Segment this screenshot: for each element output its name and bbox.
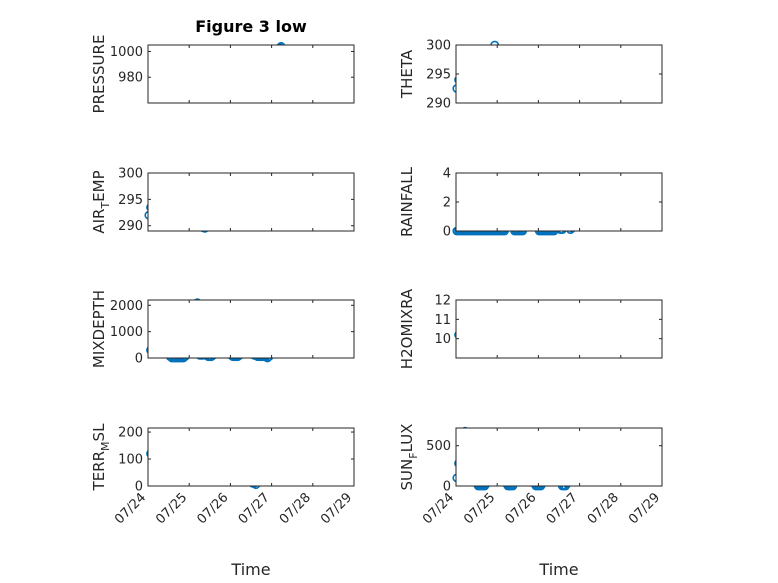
y-axis-label-main: H2OMIXRA xyxy=(398,288,416,369)
y-axis-label-main: RAINFALL xyxy=(398,166,416,237)
subplot-rainfall: 0 2 4 RAINFALL xyxy=(398,166,663,240)
x-tick-label: 07/24 xyxy=(420,490,457,527)
y-tick-label: 200 xyxy=(118,426,143,441)
y-tick-label: 0 xyxy=(135,480,143,495)
y-axis-label-main: AIR xyxy=(90,209,108,234)
y-axis-label: H2OMIXRA xyxy=(398,288,416,369)
y-axis-label-subscript: M xyxy=(99,441,112,451)
y-tick-label: 2 xyxy=(443,196,451,211)
y-tick-label: 300 xyxy=(118,167,143,182)
axes-frame xyxy=(455,427,663,487)
y-tick-label: 11 xyxy=(434,313,451,328)
subplot-air: 290 295 300 AIRTEMP xyxy=(90,167,355,234)
x-tick-label: 07/27 xyxy=(544,490,581,527)
x-tick-label: 07/25 xyxy=(461,490,498,527)
y-tick-label: 10 xyxy=(434,332,451,347)
subplot-theta: 290 295 300 THETA xyxy=(398,39,663,112)
subplot-h2omixra: 10 11 12 H2OMIXRA xyxy=(398,288,663,369)
subplot-sun: 0 500 07/24 07/25 07/26 07/27 07/28 07/29 SUNFLU… xyxy=(398,424,663,579)
y-axis-label-rest: EMP xyxy=(90,170,108,201)
y-tick-label: 12 xyxy=(434,294,451,309)
x-axis-label: Time xyxy=(230,560,270,579)
y-axis-label-rest: LUX xyxy=(398,424,416,453)
axes-frame xyxy=(147,44,355,104)
y-axis-label-main: THETA xyxy=(398,49,416,99)
y-axis-label-subscript: T xyxy=(99,202,112,210)
y-tick-label: 4 xyxy=(443,167,451,182)
y-tick-label: 295 xyxy=(426,68,451,83)
y-axis-label-main: MIXDEPTH xyxy=(90,290,108,368)
subplot-terr: 0 100 200 07/24 07/25 07/26 07/27 07/28 07/29 TER… xyxy=(90,423,355,579)
y-axis-label-subscript: F xyxy=(407,452,420,458)
chart-title: Figure 3 low xyxy=(195,17,307,36)
y-axis-label: SUNFLUX xyxy=(398,424,420,491)
y-axis-label-main: SUN xyxy=(398,459,416,491)
y-axis-label-rest: SL xyxy=(90,423,108,442)
y-axis-label: THETA xyxy=(398,49,416,99)
y-tick-label: 295 xyxy=(118,193,143,208)
y-axis-label-main: PRESSURE xyxy=(90,35,108,114)
x-tick-label: 07/27 xyxy=(236,490,273,527)
x-tick-label: 07/29 xyxy=(626,490,663,527)
axes-frame xyxy=(455,172,663,232)
x-tick-label: 07/26 xyxy=(194,490,231,527)
y-tick-label: 0 xyxy=(443,480,451,495)
y-tick-label: 500 xyxy=(426,439,451,454)
y-axis-label: MIXDEPTH xyxy=(90,290,108,368)
y-tick-label: 1000 xyxy=(110,325,143,340)
y-tick-label: 1000 xyxy=(110,45,143,60)
y-axis-label: TERRMSL xyxy=(90,423,112,492)
y-axis-label: PRESSURE xyxy=(90,35,108,114)
x-tick-label: 07/26 xyxy=(502,490,539,527)
y-tick-label: 2000 xyxy=(110,299,143,314)
x-tick-label: 07/29 xyxy=(318,490,355,527)
axes-frame xyxy=(147,172,355,232)
y-tick-label: 300 xyxy=(426,39,451,54)
axes-frame xyxy=(455,299,663,359)
y-tick-label: 290 xyxy=(426,97,451,112)
y-tick-label: 0 xyxy=(443,225,451,240)
y-axis-label: AIRTEMP xyxy=(90,170,112,233)
y-tick-label: 0 xyxy=(135,352,143,367)
x-tick-label: 07/28 xyxy=(585,490,622,527)
y-tick-label: 100 xyxy=(118,453,143,468)
x-tick-label: 07/25 xyxy=(153,490,190,527)
y-axis-label: RAINFALL xyxy=(398,166,416,237)
y-tick-label: 980 xyxy=(118,71,143,86)
x-tick-label: 07/28 xyxy=(277,490,314,527)
x-axis-label: Time xyxy=(538,560,578,579)
axes-frame xyxy=(455,44,663,104)
y-axis-label-main: TERR xyxy=(90,451,108,492)
axes-frame xyxy=(147,299,355,359)
y-tick-label: 290 xyxy=(118,219,143,234)
x-tick-label: 07/24 xyxy=(112,490,149,527)
axes-frame xyxy=(147,427,355,487)
